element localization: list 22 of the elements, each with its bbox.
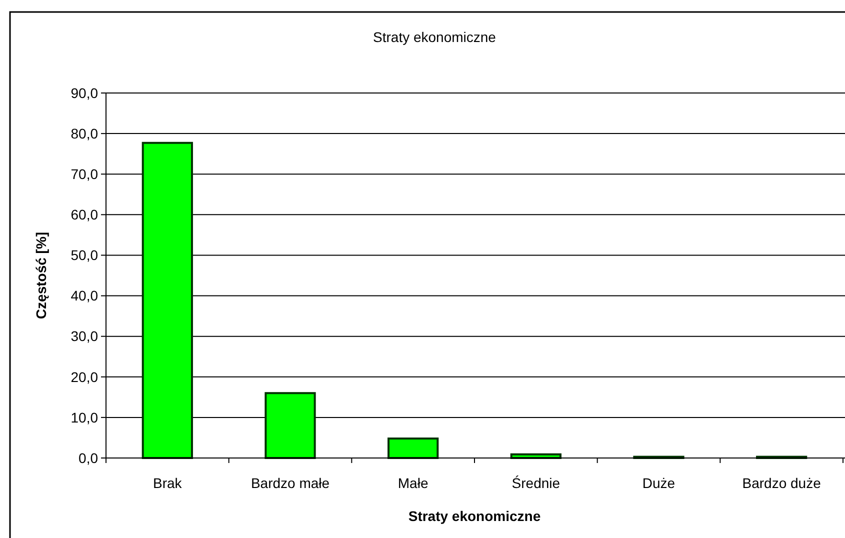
y-axis-title: Częstość [%] [33, 232, 49, 320]
y-tick-label: 90,0 [70, 84, 98, 101]
x-tick-label: Duże [642, 475, 676, 491]
x-tick-label: Średnie [512, 475, 560, 491]
y-tick-label: 80,0 [70, 125, 98, 142]
y-tick-label: 50,0 [70, 247, 98, 264]
chart-title: Straty ekonomiczne [373, 29, 496, 45]
x-tick-label: Brak [153, 475, 183, 491]
bar [142, 142, 193, 459]
x-tick-label: Bardzo małe [250, 475, 330, 491]
y-tick-label: 20,0 [70, 368, 98, 385]
x-axis-title: Straty ekonomiczne [408, 508, 541, 524]
y-tick-label: 40,0 [70, 288, 98, 304]
x-tick-label: Małe [398, 475, 428, 491]
bar [264, 392, 316, 459]
x-tick-label: Bardzo duże [742, 475, 822, 491]
y-tick-label: 70,0 [70, 166, 98, 182]
y-tick-label: 0,0 [78, 450, 98, 466]
y-tick-label: 10,0 [70, 409, 98, 426]
y-tick-label: 30,0 [70, 328, 98, 344]
y-tick-label: 60,0 [70, 206, 98, 223]
bar [388, 438, 439, 459]
